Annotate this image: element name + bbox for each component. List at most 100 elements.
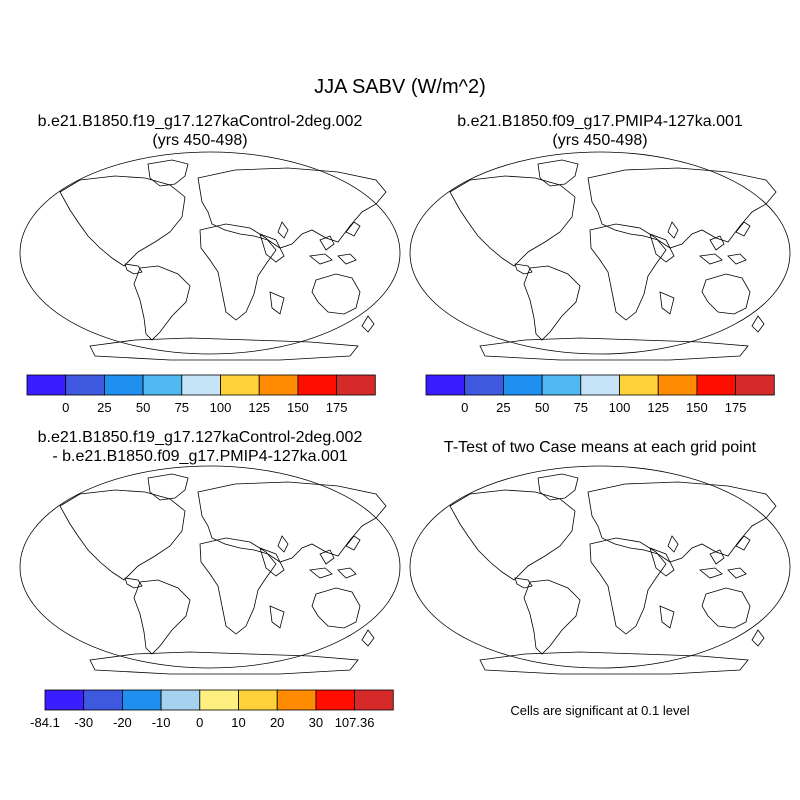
field-cell: [356, 170, 363, 177]
field-cell: [26, 308, 32, 314]
field-cell: [104, 152, 110, 158]
field-cell: [380, 160, 386, 165]
field-cell: [332, 170, 339, 177]
field-cell: [60, 160, 63, 165]
field-cell: [452, 356, 459, 360]
field-cell: [428, 326, 434, 332]
field-cell: [44, 332, 50, 338]
field-cell: [434, 320, 440, 326]
field-cell: [788, 212, 794, 218]
field-cell: [44, 152, 50, 158]
field-cell: [266, 356, 273, 360]
field-cell: [398, 490, 404, 496]
field-cell: [374, 466, 380, 472]
field-cell: [26, 338, 32, 344]
field-cell: [650, 356, 657, 360]
field-cell: [458, 344, 465, 351]
field-cell: [398, 218, 404, 224]
field-cell: [692, 350, 699, 357]
field-cell: [38, 158, 44, 164]
field-cell: [44, 314, 50, 320]
field-cell: [770, 182, 776, 189]
field-cell: [764, 344, 771, 351]
field-cell: [26, 194, 32, 200]
field-cell: [458, 350, 465, 357]
field-cell: [32, 194, 38, 200]
field-cell: [788, 284, 794, 290]
field-cell: [776, 176, 782, 182]
field-cell: [80, 466, 86, 472]
field-cell: [128, 356, 135, 360]
field-cell: [356, 326, 363, 333]
field-cell: [20, 308, 26, 314]
field-cell: [20, 290, 26, 296]
field-cell: [776, 356, 782, 362]
field-cell: [332, 164, 339, 171]
field-cell: [32, 466, 38, 472]
field-cell: [32, 152, 38, 158]
field-cell: [356, 320, 363, 327]
field-cell: [450, 338, 453, 345]
field-cell: [26, 472, 32, 478]
field-cell: [38, 308, 44, 314]
field-cell: [450, 170, 453, 177]
field-cell: [392, 206, 398, 212]
field-cell: [464, 164, 471, 171]
field-cell: [224, 356, 231, 360]
field-cell: [110, 466, 116, 472]
field-cell: [392, 338, 398, 344]
field-cell: [450, 182, 453, 189]
field-cell: [416, 158, 422, 164]
field-cell: [440, 350, 446, 356]
field-cell: [392, 502, 398, 508]
field-cell: [452, 176, 459, 183]
field-cell: [398, 194, 404, 200]
field-cell: [20, 478, 26, 484]
field-cell: [734, 164, 741, 171]
field-cell: [764, 356, 771, 360]
field-cell: [380, 320, 386, 327]
field-cell: [374, 502, 381, 509]
field-cell: [20, 284, 26, 290]
field-cell: [740, 332, 747, 339]
field-cell: [320, 160, 327, 165]
field-cell: [20, 158, 26, 164]
field-cell: [60, 474, 63, 479]
field-cell: [380, 152, 386, 158]
field-cell: [278, 466, 284, 472]
field-cell: [68, 338, 75, 345]
field-cell: [350, 356, 357, 360]
field-cell: [374, 188, 381, 195]
field-cell: [398, 272, 404, 278]
field-cell: [32, 296, 38, 302]
field-cell: [20, 502, 26, 508]
field-cell: [326, 160, 333, 165]
field-cell: [32, 176, 38, 182]
field-cell: [450, 332, 453, 339]
field-cell: [638, 356, 645, 360]
field-cell: [374, 356, 381, 360]
field-cell: [788, 290, 794, 296]
significance-note: Cells are significant at 0.1 level: [510, 703, 690, 718]
field-cell: [710, 356, 717, 360]
field-cell: [416, 212, 422, 218]
field-cell: [68, 350, 75, 357]
field-cell: [110, 344, 117, 351]
field-cell: [386, 344, 392, 350]
field-cell: [350, 164, 357, 171]
field-cell: [764, 350, 771, 357]
field-cell: [386, 332, 392, 338]
field-cell: [782, 338, 788, 344]
field-cell: [422, 332, 428, 338]
field-cell: [74, 484, 81, 491]
field-cell: [782, 344, 788, 350]
field-cell: [98, 474, 105, 479]
field-cell: [50, 188, 56, 194]
field-cell: [410, 356, 416, 362]
field-cell: [680, 350, 687, 357]
field-cell: [68, 332, 75, 339]
field-cell: [44, 478, 50, 484]
field-cell: [788, 188, 794, 194]
field-cell: [314, 338, 321, 345]
field-cell: [80, 474, 87, 479]
